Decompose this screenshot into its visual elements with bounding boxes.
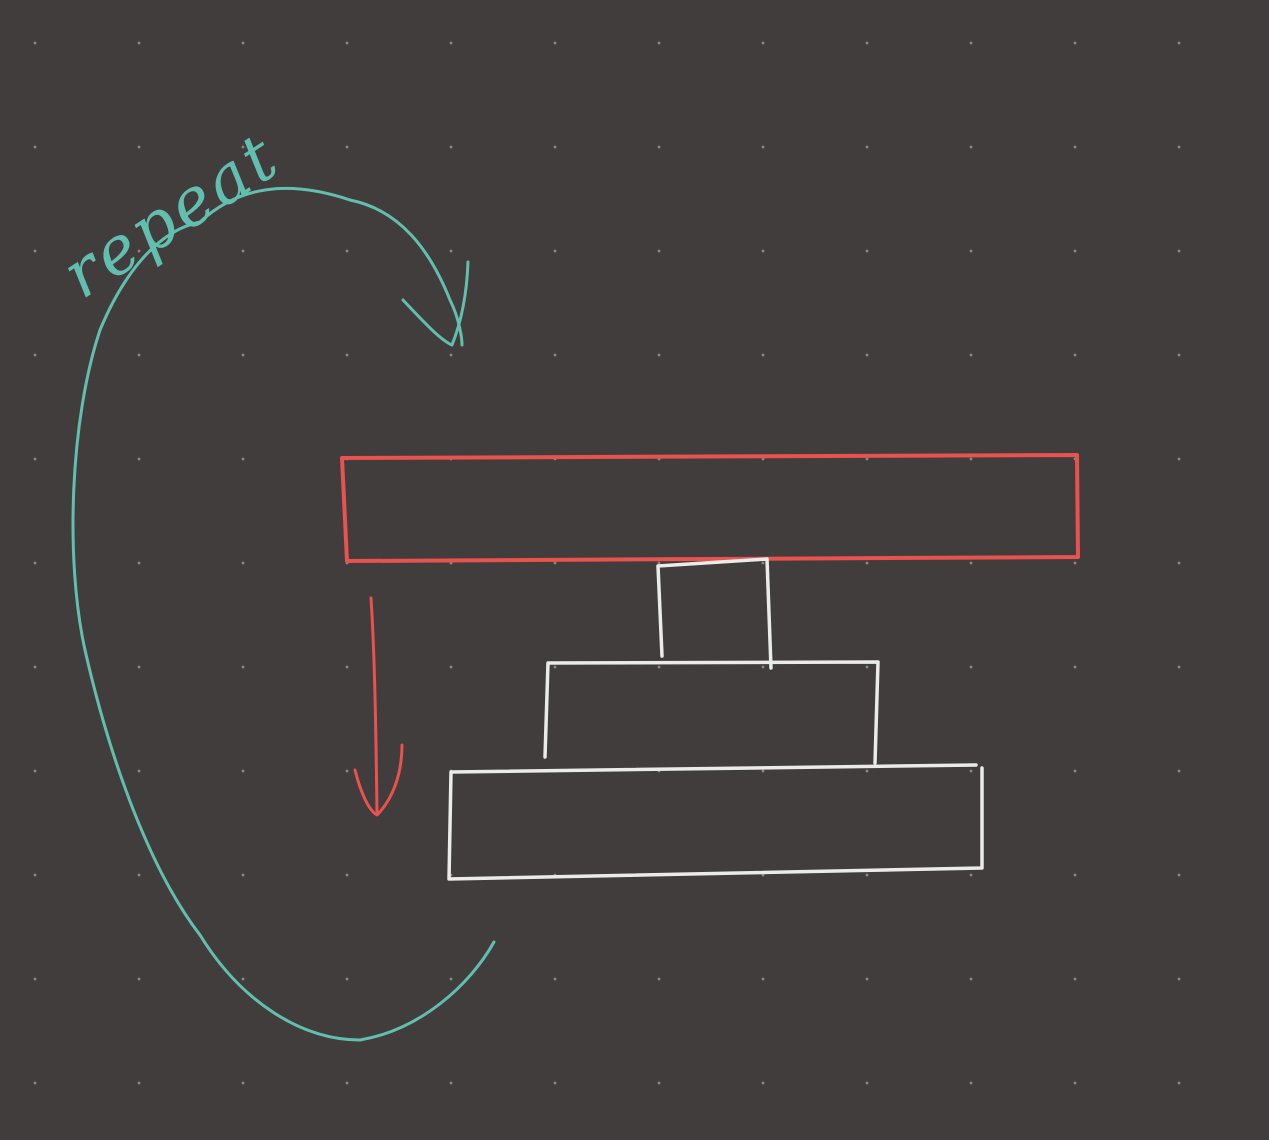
down-arrow-shaft — [369, 596, 379, 814]
loop-curve — [71, 186, 496, 1042]
small-block — [656, 557, 773, 670]
down-arrow-icon — [353, 596, 404, 817]
medium-block — [543, 660, 880, 765]
large-block — [447, 763, 984, 881]
loop-arrowhead-icon — [401, 260, 470, 347]
down-arrow-head — [353, 743, 404, 817]
loop-arrow-icon — [71, 186, 496, 1042]
active-block — [340, 453, 1080, 563]
repeat-label: repeat — [49, 117, 294, 313]
